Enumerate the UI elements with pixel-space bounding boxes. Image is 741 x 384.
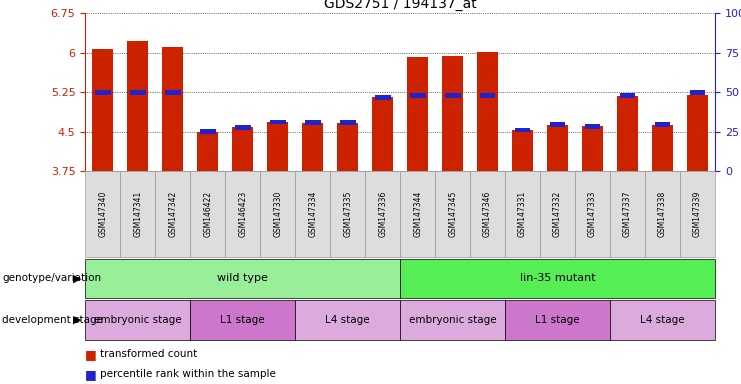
Bar — [585, 124, 600, 129]
Text: GSM147338: GSM147338 — [658, 191, 667, 237]
Text: ▶: ▶ — [73, 273, 81, 283]
Text: GSM147339: GSM147339 — [693, 191, 702, 237]
Bar — [340, 120, 356, 125]
Text: GSM147335: GSM147335 — [343, 191, 352, 237]
Bar — [477, 52, 498, 171]
Bar — [268, 122, 288, 171]
Bar — [375, 95, 391, 100]
Bar — [92, 49, 113, 171]
Bar — [372, 98, 393, 171]
Text: GSM146423: GSM146423 — [238, 191, 247, 237]
Bar — [619, 93, 636, 98]
Bar — [197, 132, 218, 171]
Text: GSM147330: GSM147330 — [273, 191, 282, 237]
Bar — [687, 95, 708, 171]
Text: development stage: development stage — [2, 315, 103, 325]
Bar — [337, 123, 358, 171]
Bar — [550, 122, 565, 127]
Bar — [410, 93, 425, 98]
Bar — [515, 127, 531, 132]
Bar — [162, 47, 183, 171]
Bar — [479, 93, 496, 98]
Bar — [655, 122, 671, 127]
Bar — [305, 120, 321, 125]
Text: embryonic stage: embryonic stage — [94, 315, 182, 325]
Bar — [547, 125, 568, 171]
Text: GSM147333: GSM147333 — [588, 191, 597, 237]
Bar — [200, 129, 216, 134]
Text: transformed count: transformed count — [100, 349, 197, 359]
Title: GDS2751 / 194137_at: GDS2751 / 194137_at — [324, 0, 476, 11]
Bar — [442, 56, 463, 171]
Bar — [617, 96, 638, 171]
Text: GSM147332: GSM147332 — [553, 191, 562, 237]
Text: GSM147334: GSM147334 — [308, 191, 317, 237]
Text: GSM147337: GSM147337 — [623, 191, 632, 237]
Text: GSM147341: GSM147341 — [133, 191, 142, 237]
Text: L1 stage: L1 stage — [220, 315, 265, 325]
Bar — [302, 122, 323, 171]
Text: ▶: ▶ — [73, 315, 81, 325]
Bar — [652, 125, 673, 171]
Text: GSM147344: GSM147344 — [413, 191, 422, 237]
Bar — [582, 126, 603, 171]
Bar — [445, 93, 460, 98]
Text: GSM147342: GSM147342 — [168, 191, 177, 237]
Bar — [130, 90, 145, 94]
Text: ■: ■ — [85, 348, 97, 361]
Bar — [95, 90, 110, 94]
Bar — [232, 127, 253, 171]
Text: L4 stage: L4 stage — [325, 315, 370, 325]
Text: ■: ■ — [85, 368, 97, 381]
Bar — [127, 41, 148, 171]
Text: L4 stage: L4 stage — [640, 315, 685, 325]
Text: wild type: wild type — [217, 273, 268, 283]
Bar — [690, 90, 705, 94]
Bar — [270, 120, 285, 124]
Text: embryonic stage: embryonic stage — [409, 315, 496, 325]
Text: GSM147331: GSM147331 — [518, 191, 527, 237]
Text: genotype/variation: genotype/variation — [2, 273, 102, 283]
Text: GSM147340: GSM147340 — [99, 191, 107, 237]
Text: GSM147336: GSM147336 — [378, 191, 387, 237]
Bar — [407, 57, 428, 171]
Text: GSM147346: GSM147346 — [483, 191, 492, 237]
Bar — [165, 90, 181, 94]
Text: L1 stage: L1 stage — [535, 315, 580, 325]
Bar — [235, 125, 250, 130]
Bar — [512, 130, 533, 171]
Text: GSM147345: GSM147345 — [448, 191, 457, 237]
Text: percentile rank within the sample: percentile rank within the sample — [100, 369, 276, 379]
Text: GSM146422: GSM146422 — [203, 191, 212, 237]
Text: lin-35 mutant: lin-35 mutant — [519, 273, 596, 283]
